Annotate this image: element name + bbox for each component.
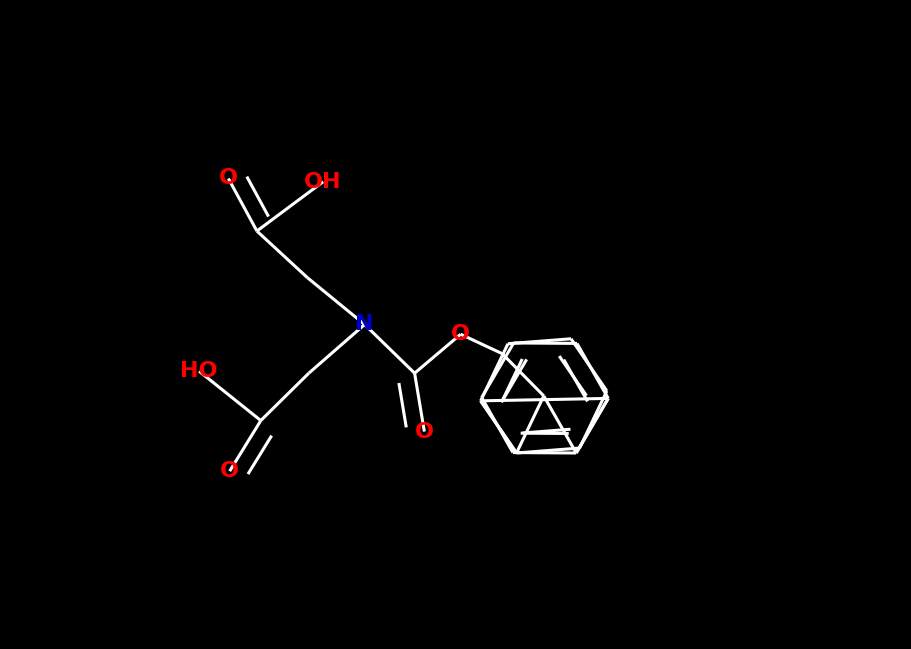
Text: OH: OH (304, 172, 342, 191)
Text: O: O (451, 324, 470, 344)
Text: N: N (355, 315, 374, 334)
Text: O: O (219, 169, 238, 188)
Text: HO: HO (180, 361, 218, 381)
Text: O: O (415, 422, 434, 441)
Text: O: O (220, 461, 240, 481)
